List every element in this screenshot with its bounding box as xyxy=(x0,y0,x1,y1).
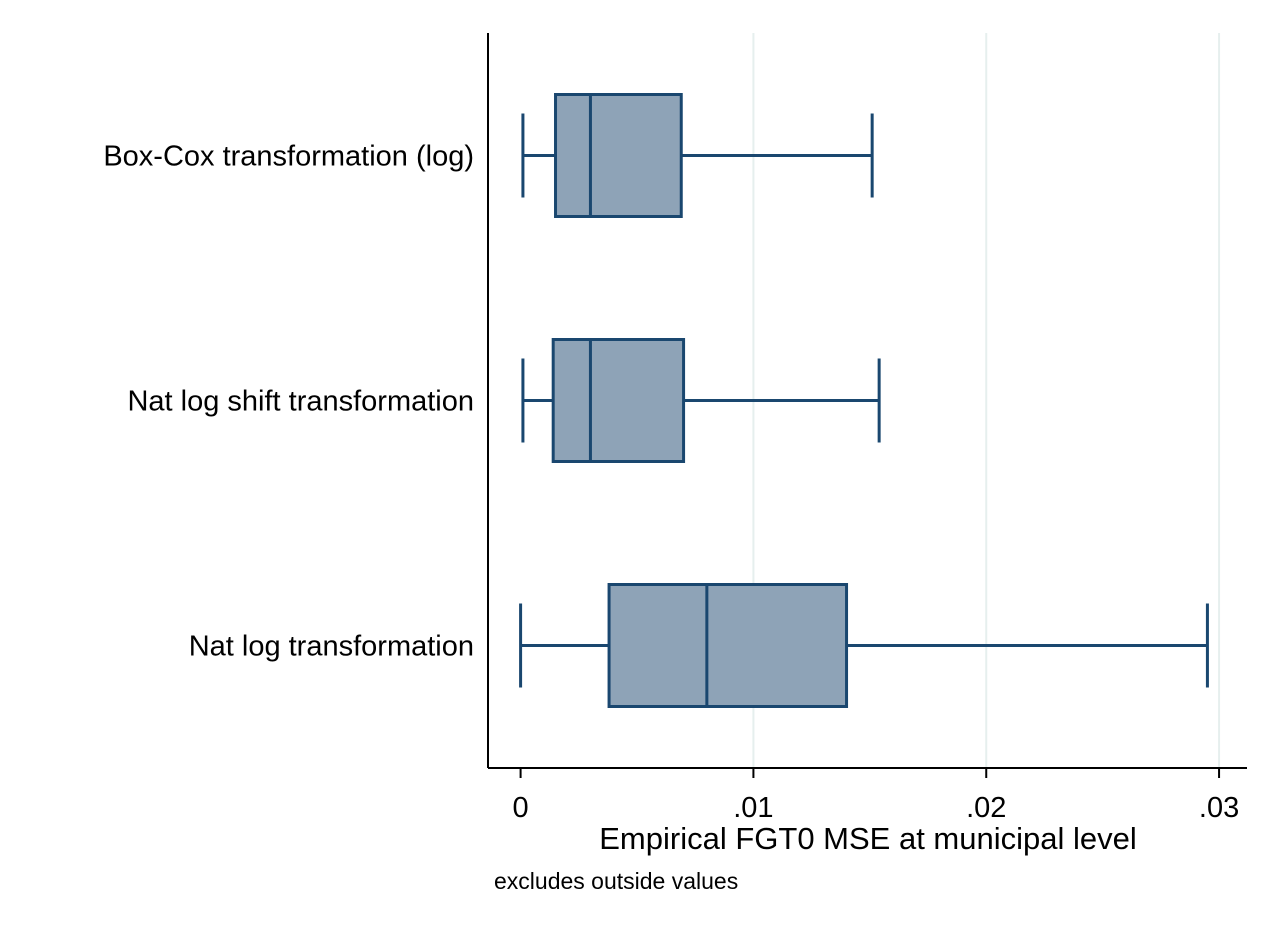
category-label-2: Nat log transformation xyxy=(189,631,474,663)
box-series xyxy=(519,93,1209,708)
axes xyxy=(487,33,1247,769)
x-tick-label-0: 0 xyxy=(513,792,529,824)
x-axis-title: Empirical FGT0 MSE at municipal level xyxy=(599,821,1137,856)
x-tick-label-1: .01 xyxy=(733,792,773,824)
x-tick-label-2: .02 xyxy=(966,792,1006,824)
chart-note: excludes outside values xyxy=(494,868,738,894)
x-tick-label-3: .03 xyxy=(1199,792,1239,824)
box-2 xyxy=(519,583,1209,708)
category-label-1: Nat log shift transformation xyxy=(127,386,474,418)
category-labels: Box-Cox transformation (log) Nat log shif… xyxy=(103,141,474,663)
x-ticks: 0 .01 .02 .03 xyxy=(513,768,1239,824)
iqr-box-1 xyxy=(551,338,686,463)
iqr-box-0 xyxy=(554,93,683,218)
box-1 xyxy=(521,338,881,463)
box-0 xyxy=(521,93,874,218)
category-label-0: Box-Cox transformation (log) xyxy=(103,141,474,173)
iqr-box-2 xyxy=(607,583,849,708)
